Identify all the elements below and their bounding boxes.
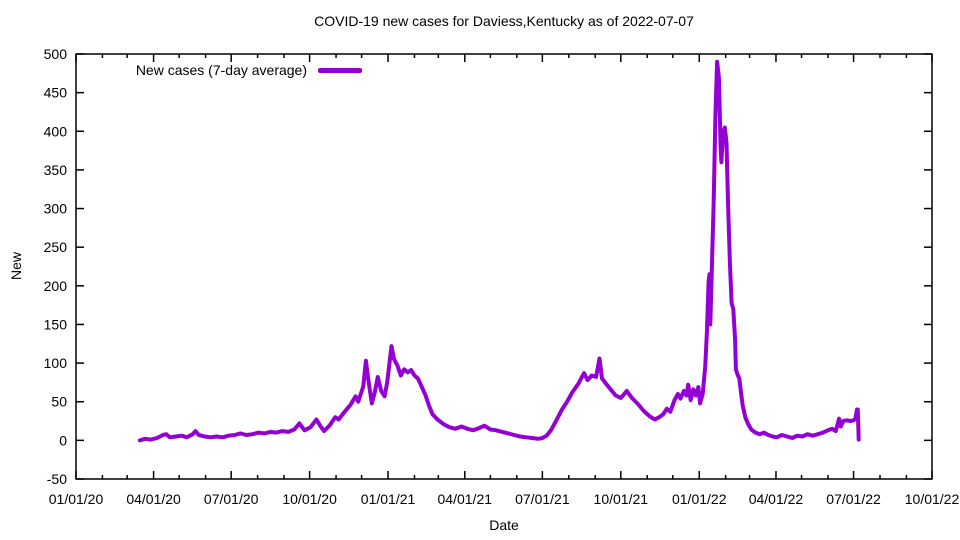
x-tick-label: 07/01/20 (204, 491, 259, 507)
x-tick-label: 04/01/21 (438, 491, 493, 507)
y-tick-label: -50 (47, 471, 67, 487)
y-tick-label: 400 (44, 123, 68, 139)
y-tick-label: 250 (44, 239, 68, 255)
x-tick-label: 01/01/20 (49, 491, 104, 507)
x-tick-label: 10/01/22 (905, 491, 960, 507)
legend-line-swatch (318, 68, 362, 73)
y-tick-label: 350 (44, 162, 68, 178)
y-axis-title: New (8, 251, 24, 281)
x-axis-title: Date (489, 517, 519, 533)
x-tick-label: 10/01/20 (282, 491, 337, 507)
x-tick-label: 07/01/21 (515, 491, 570, 507)
chart-title: COVID-19 new cases for Daviess,Kentucky … (314, 13, 694, 29)
x-tick-label: 01/01/21 (361, 491, 416, 507)
y-tick-label: 150 (44, 316, 68, 332)
x-tick-label: 10/01/21 (594, 491, 649, 507)
legend-series-label: New cases (7-day average) (135, 62, 307, 78)
x-tick-label: 01/01/22 (672, 491, 727, 507)
y-tick-label: 500 (44, 46, 68, 62)
y-tick-label: 50 (51, 394, 67, 410)
chart-legend: New cases (7-day average) (0, 62, 362, 79)
y-tick-label: 100 (44, 355, 68, 371)
series-line (137, 59, 861, 443)
y-tick-label: 300 (44, 201, 68, 217)
y-tick-label: 200 (44, 278, 68, 294)
x-tick-label: 04/01/20 (126, 491, 181, 507)
y-tick-label: 0 (59, 432, 67, 448)
x-tick-label: 04/01/22 (749, 491, 804, 507)
plot-border (75, 53, 933, 480)
y-tick-label: 450 (44, 85, 68, 101)
x-tick-label: 07/01/22 (826, 491, 881, 507)
